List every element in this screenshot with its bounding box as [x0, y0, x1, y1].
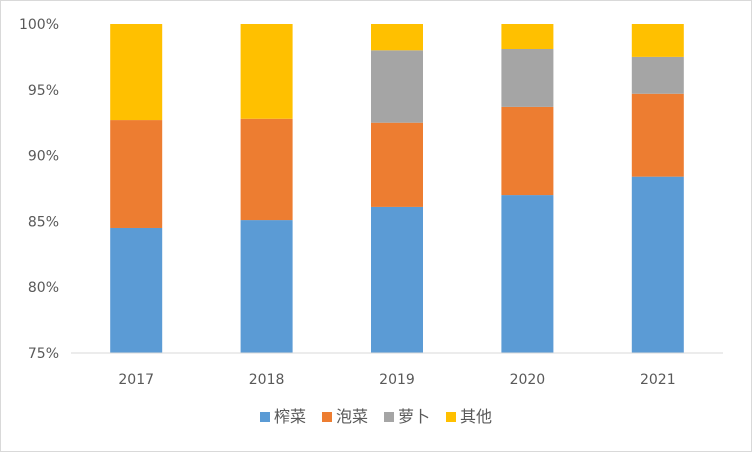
x-tick-label: 2020	[510, 372, 546, 388]
bar-segment	[631, 56, 684, 94]
bar-segment	[371, 122, 423, 207]
legend-label: 萝卜	[398, 407, 430, 426]
x-tick-label: 2021	[640, 372, 676, 388]
y-tick-label: 85%	[28, 214, 59, 230]
bar-segment	[371, 50, 423, 123]
legend-label: 其他	[460, 407, 492, 426]
y-tick-label: 80%	[28, 280, 59, 296]
bar-segment	[240, 220, 293, 353]
legend-label: 榨菜	[274, 407, 306, 426]
bar-segment	[240, 118, 293, 221]
bar-segment	[110, 120, 163, 228]
legend-item: 萝卜	[384, 407, 430, 426]
bar-segment	[110, 227, 163, 353]
y-tick-label: 90%	[28, 149, 59, 165]
y-tick-label: 95%	[28, 83, 59, 99]
bar-segment	[501, 24, 554, 50]
bar-segment	[501, 195, 554, 353]
bar-segment	[371, 24, 423, 51]
bar-segment	[501, 49, 554, 107]
x-tick-label: 2018	[249, 372, 285, 388]
legend-swatch	[446, 412, 456, 422]
bar-segment	[631, 176, 684, 353]
bar-segment	[501, 106, 554, 196]
bar-segment	[110, 24, 163, 121]
y-tick-label: 100%	[19, 17, 59, 33]
legend-swatch	[322, 412, 332, 422]
bar-segment	[371, 206, 423, 353]
legend-item: 榨菜	[260, 407, 306, 426]
legend-item: 泡菜	[322, 407, 368, 426]
x-tick-label: 2019	[379, 372, 415, 388]
y-tick-label: 75%	[28, 346, 59, 362]
legend-item: 其他	[446, 407, 492, 426]
bar-segment	[631, 24, 684, 57]
legend: 榨菜 泡菜 萝卜 其他	[260, 407, 492, 426]
legend-swatch	[384, 412, 394, 422]
bar-segment	[631, 93, 684, 177]
legend-swatch	[260, 412, 270, 422]
bar-segment	[240, 24, 293, 119]
legend-label: 泡菜	[336, 407, 368, 426]
x-tick-label: 2017	[118, 372, 154, 388]
